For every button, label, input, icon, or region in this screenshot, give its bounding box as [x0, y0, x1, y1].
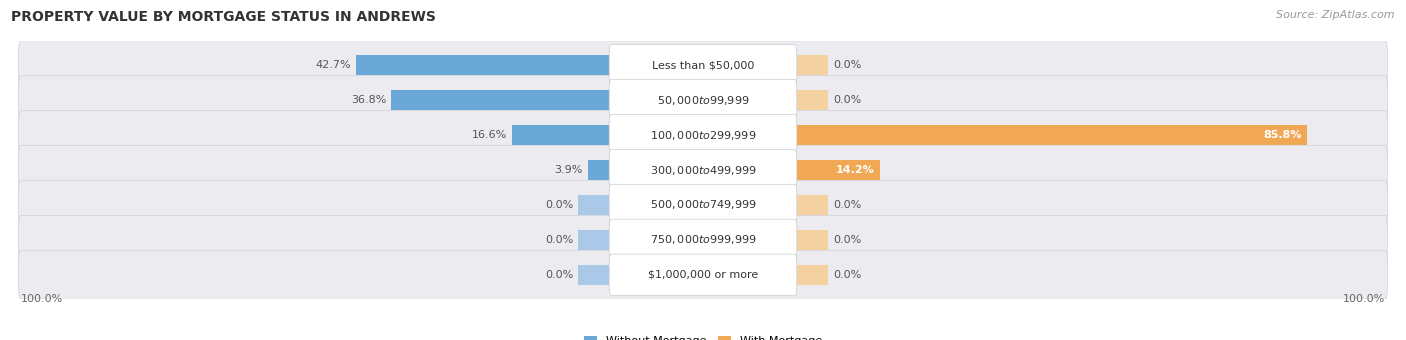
Text: 0.0%: 0.0%: [832, 270, 860, 280]
Text: 42.7%: 42.7%: [315, 60, 352, 70]
Bar: [794, 195, 828, 215]
FancyBboxPatch shape: [609, 184, 797, 225]
Text: 100.0%: 100.0%: [1343, 294, 1385, 304]
FancyBboxPatch shape: [18, 110, 1388, 159]
Text: 14.2%: 14.2%: [835, 165, 875, 175]
Text: Source: ZipAtlas.com: Source: ZipAtlas.com: [1277, 10, 1395, 20]
Text: PROPERTY VALUE BY MORTGAGE STATUS IN ANDREWS: PROPERTY VALUE BY MORTGAGE STATUS IN AND…: [11, 10, 436, 24]
FancyBboxPatch shape: [609, 115, 797, 156]
Text: 0.0%: 0.0%: [832, 235, 860, 245]
Bar: [794, 90, 828, 110]
Text: $750,000 to $999,999: $750,000 to $999,999: [650, 233, 756, 246]
Bar: [794, 125, 1308, 145]
FancyBboxPatch shape: [609, 80, 797, 121]
FancyBboxPatch shape: [609, 254, 797, 295]
Text: 0.0%: 0.0%: [546, 235, 574, 245]
Text: 0.0%: 0.0%: [832, 60, 860, 70]
Bar: [794, 55, 828, 75]
Text: 36.8%: 36.8%: [350, 95, 387, 105]
Bar: [588, 160, 612, 180]
Text: $300,000 to $499,999: $300,000 to $499,999: [650, 164, 756, 176]
FancyBboxPatch shape: [18, 250, 1388, 299]
Text: 3.9%: 3.9%: [554, 165, 582, 175]
FancyBboxPatch shape: [18, 146, 1388, 194]
FancyBboxPatch shape: [609, 219, 797, 260]
Bar: [356, 55, 612, 75]
Text: 0.0%: 0.0%: [832, 200, 860, 210]
Bar: [794, 265, 828, 285]
Bar: [578, 195, 612, 215]
Bar: [391, 90, 612, 110]
Text: $50,000 to $99,999: $50,000 to $99,999: [657, 94, 749, 107]
FancyBboxPatch shape: [18, 181, 1388, 230]
Text: $500,000 to $749,999: $500,000 to $749,999: [650, 199, 756, 211]
Bar: [512, 125, 612, 145]
Bar: [578, 265, 612, 285]
Legend: Without Mortgage, With Mortgage: Without Mortgage, With Mortgage: [579, 331, 827, 340]
Text: 100.0%: 100.0%: [21, 294, 63, 304]
Bar: [794, 230, 828, 250]
FancyBboxPatch shape: [609, 149, 797, 191]
Text: 16.6%: 16.6%: [471, 130, 506, 140]
FancyBboxPatch shape: [609, 45, 797, 86]
Text: $1,000,000 or more: $1,000,000 or more: [648, 270, 758, 280]
Bar: [578, 230, 612, 250]
Text: 0.0%: 0.0%: [546, 200, 574, 210]
Text: 0.0%: 0.0%: [832, 95, 860, 105]
Text: $100,000 to $299,999: $100,000 to $299,999: [650, 129, 756, 141]
FancyBboxPatch shape: [18, 216, 1388, 264]
Text: Less than $50,000: Less than $50,000: [652, 60, 754, 70]
Bar: [794, 160, 880, 180]
FancyBboxPatch shape: [18, 76, 1388, 124]
Text: 0.0%: 0.0%: [546, 270, 574, 280]
FancyBboxPatch shape: [18, 41, 1388, 90]
Text: 85.8%: 85.8%: [1264, 130, 1302, 140]
